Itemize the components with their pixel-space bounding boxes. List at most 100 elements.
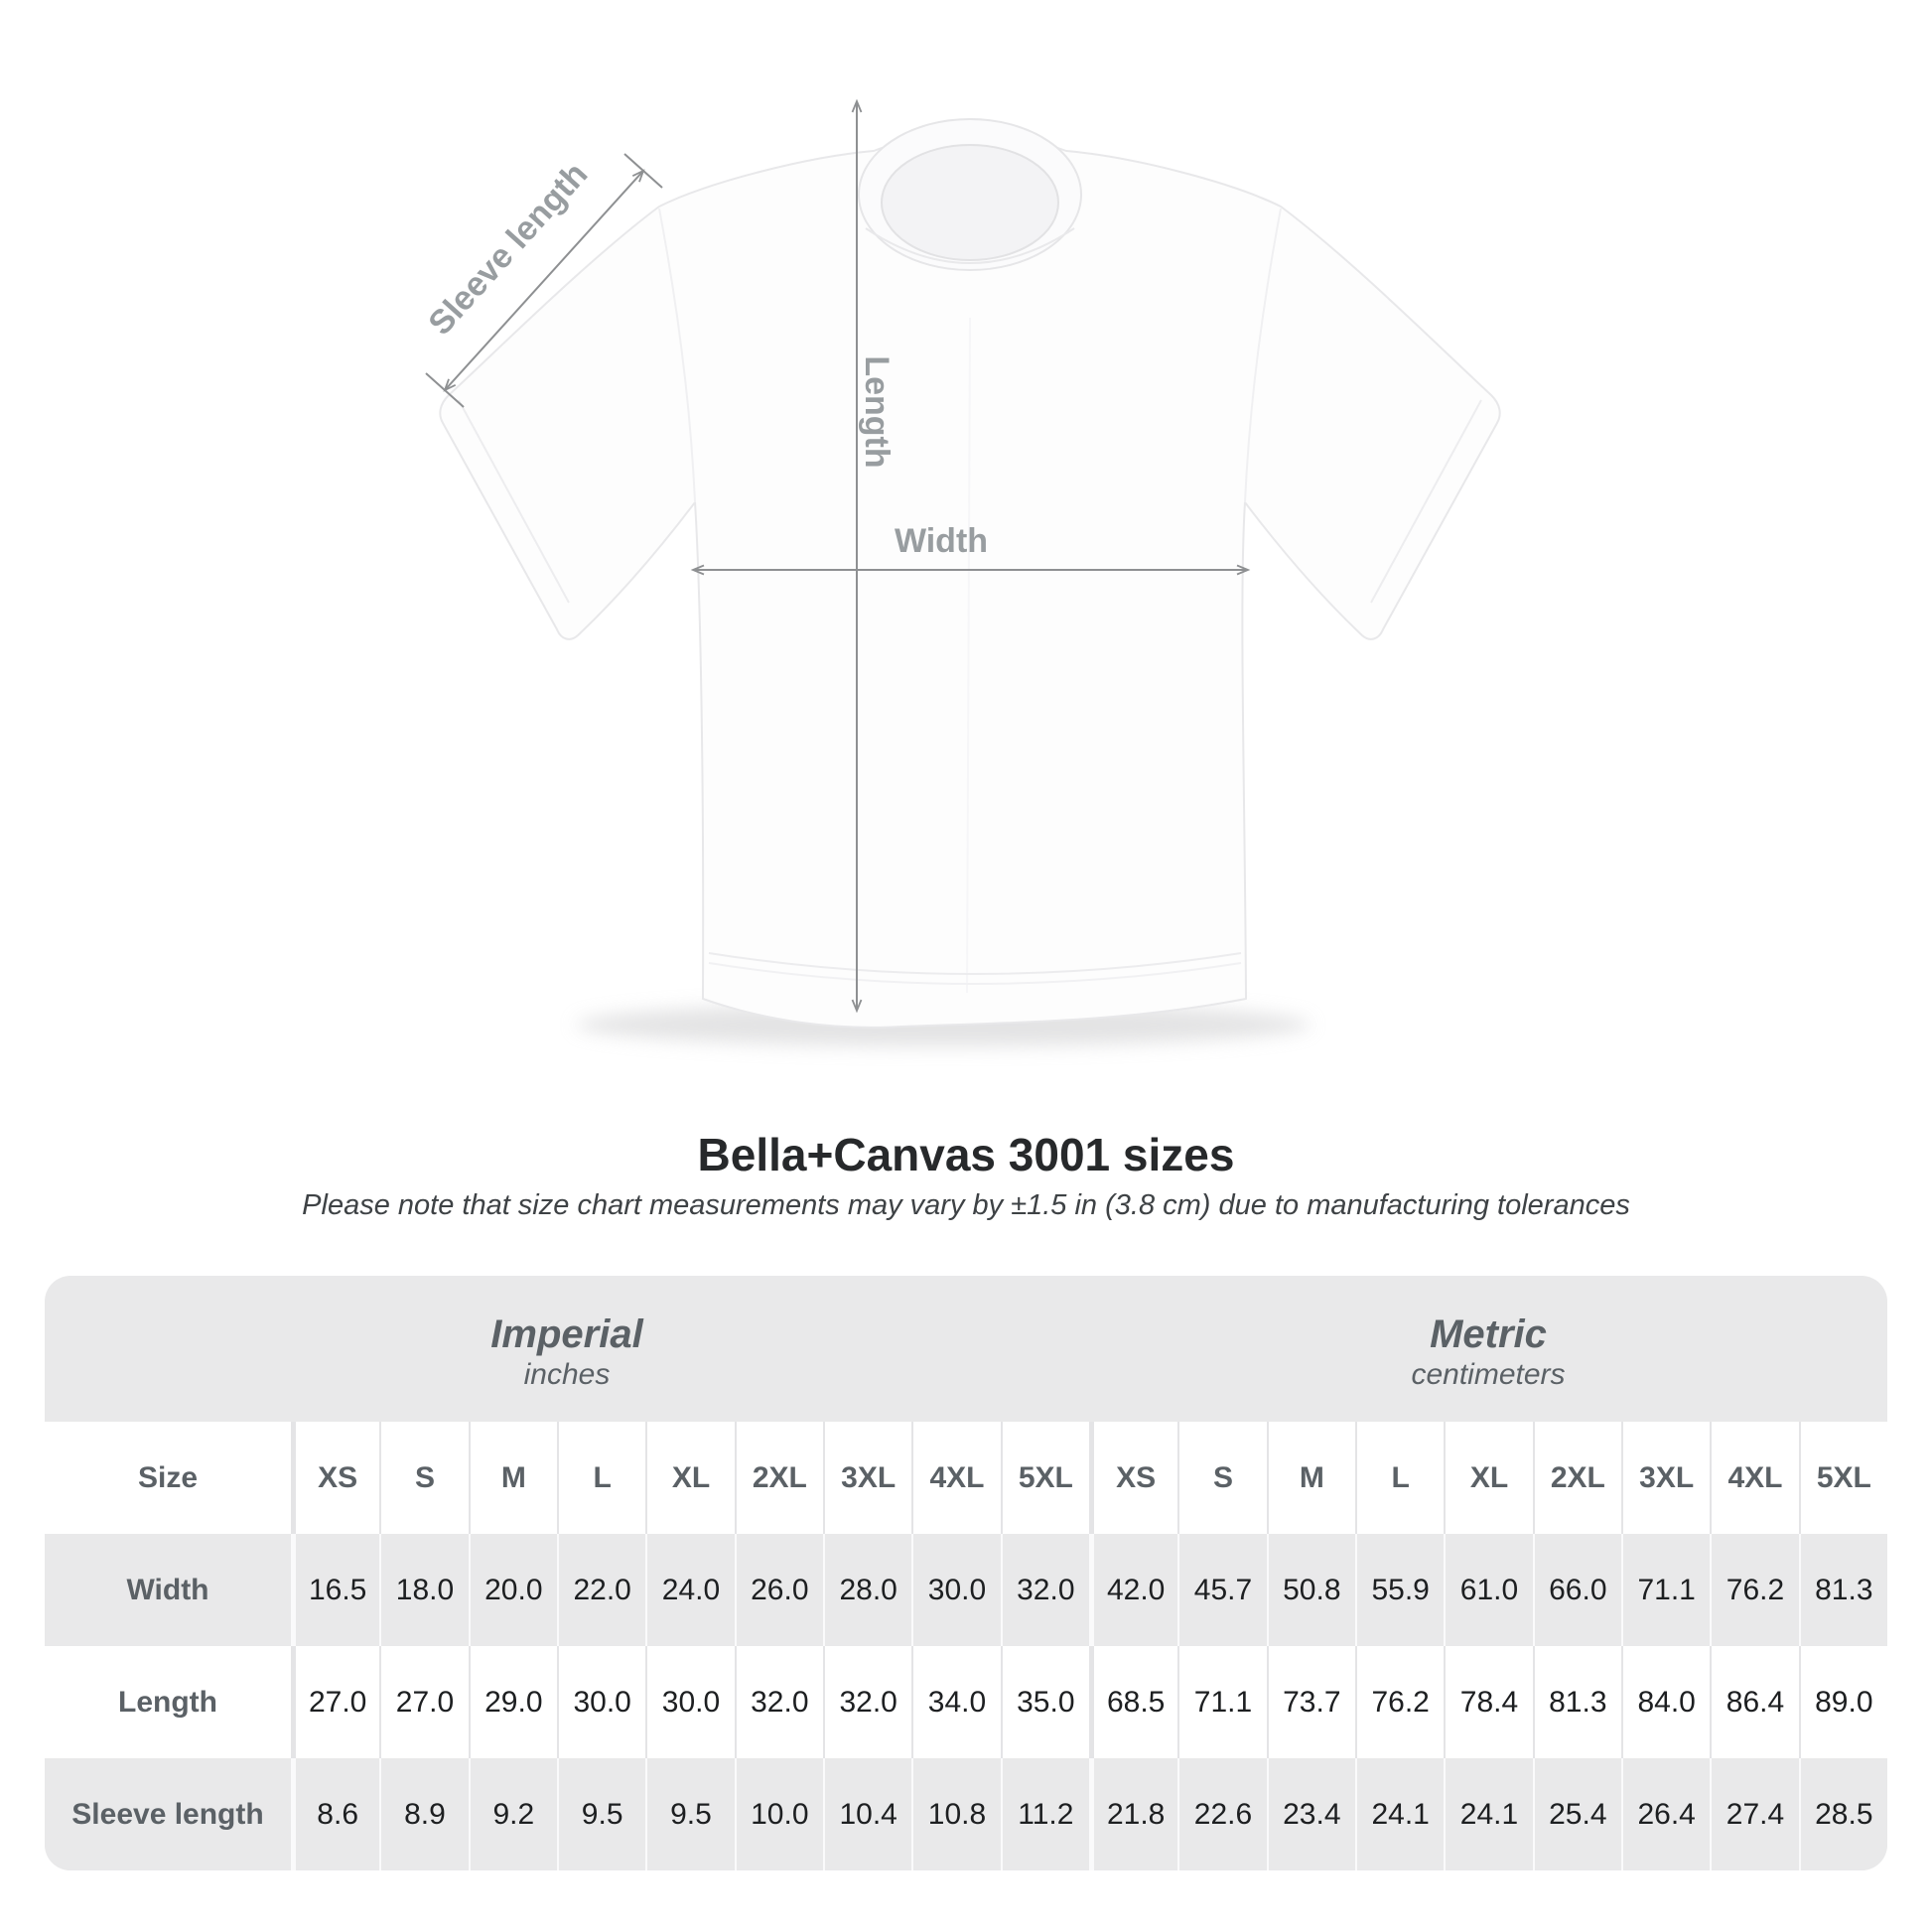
- size-column-header: M: [468, 1422, 557, 1534]
- collar-seam: [865, 227, 1075, 264]
- size-value-cell: 21.8: [1089, 1758, 1178, 1870]
- unit-section-header-imperial: Imperial inches: [45, 1276, 1089, 1422]
- row-label: Length: [45, 1646, 291, 1758]
- size-value-cell: 32.0: [1000, 1534, 1089, 1646]
- size-value-cell: 8.6: [291, 1758, 380, 1870]
- right-cuff-stitch: [1370, 399, 1482, 604]
- size-value-cell: 9.5: [557, 1758, 646, 1870]
- size-column-header: M: [1266, 1422, 1355, 1534]
- size-value-cell: 24.1: [1444, 1758, 1533, 1870]
- size-column-header: 5XL: [1798, 1422, 1887, 1534]
- size-value-cell: 55.9: [1355, 1534, 1445, 1646]
- length-label: Length: [858, 355, 896, 468]
- size-value-cell: 84.0: [1621, 1646, 1711, 1758]
- width-dimension-line: Width: [690, 522, 1251, 576]
- size-value-cell: 9.5: [645, 1758, 735, 1870]
- size-value-cell: 76.2: [1710, 1534, 1799, 1646]
- size-value-cell: 24.1: [1355, 1758, 1445, 1870]
- size-value-cell: 10.8: [911, 1758, 1001, 1870]
- size-column-header: XL: [645, 1422, 735, 1534]
- row-label: Sleeve length: [45, 1758, 291, 1870]
- center-crease: [966, 317, 971, 994]
- left-cuff-stitch: [458, 399, 570, 604]
- page-title: Bella+Canvas 3001 sizes: [697, 1129, 1235, 1180]
- size-value-cell: 25.4: [1532, 1758, 1621, 1870]
- size-value-cell: 22.6: [1177, 1758, 1267, 1870]
- size-value-cell: 32.0: [734, 1646, 823, 1758]
- size-column-header: 4XL: [1710, 1422, 1799, 1534]
- size-row-header: Size: [45, 1422, 291, 1534]
- size-value-cell: 50.8: [1266, 1534, 1355, 1646]
- hem-stitch: [708, 952, 1242, 975]
- size-value-cell: 28.0: [823, 1534, 912, 1646]
- size-value-cell: 66.0: [1532, 1534, 1621, 1646]
- size-value-cell: 34.0: [911, 1646, 1001, 1758]
- size-value-cell: 10.0: [734, 1758, 823, 1870]
- size-value-cell: 29.0: [468, 1646, 557, 1758]
- unit-name: Imperial: [490, 1311, 643, 1356]
- size-column-header: S: [379, 1422, 469, 1534]
- size-column-header: XL: [1444, 1422, 1533, 1534]
- size-chart-table: Imperial inches Metric centimeters Size XS S M L…: [45, 1276, 1887, 1870]
- size-value-cell: 45.7: [1177, 1534, 1267, 1646]
- size-value-cell: 68.5: [1089, 1646, 1178, 1758]
- size-value-cell: 18.0: [379, 1534, 469, 1646]
- unit-section-header-metric: Metric centimeters: [1089, 1276, 1887, 1422]
- size-value-cell: 42.0: [1089, 1534, 1178, 1646]
- right-armhole-seam: [1244, 207, 1282, 503]
- tshirt-silhouette: [439, 132, 1501, 1029]
- size-value-cell: 20.0: [468, 1534, 557, 1646]
- size-value-cell: 23.4: [1266, 1758, 1355, 1870]
- size-value-cell: 71.1: [1177, 1646, 1267, 1758]
- size-value-cell: 76.2: [1355, 1646, 1445, 1758]
- size-value-cell: 30.0: [645, 1646, 735, 1758]
- size-value-cell: 81.3: [1532, 1646, 1621, 1758]
- size-value-cell: 30.0: [557, 1646, 646, 1758]
- size-column-header: 5XL: [1000, 1422, 1089, 1534]
- width-label: Width: [895, 522, 988, 560]
- size-value-cell: 86.4: [1710, 1646, 1799, 1758]
- unit-subtitle: inches: [523, 1357, 611, 1391]
- size-column-header: L: [1355, 1422, 1445, 1534]
- size-column-header: 2XL: [1532, 1422, 1621, 1534]
- size-value-cell: 22.0: [557, 1534, 646, 1646]
- size-value-cell: 16.5: [291, 1534, 380, 1646]
- size-value-cell: 26.0: [734, 1534, 823, 1646]
- size-column-header: 3XL: [823, 1422, 912, 1534]
- row-label: Width: [45, 1534, 291, 1646]
- tshirt-diagram: Length Width Sleeve length: [421, 98, 1501, 1046]
- unit-subtitle: centimeters: [1411, 1357, 1566, 1391]
- size-column-header: 2XL: [734, 1422, 823, 1534]
- size-value-cell: 10.4: [823, 1758, 912, 1870]
- size-value-cell: 9.2: [468, 1758, 557, 1870]
- size-value-cell: 24.0: [645, 1534, 735, 1646]
- size-value-cell: 81.3: [1798, 1534, 1887, 1646]
- size-value-cell: 73.7: [1266, 1646, 1355, 1758]
- size-value-cell: 78.4: [1444, 1646, 1533, 1758]
- size-value-cell: 27.0: [379, 1646, 469, 1758]
- size-column-header: XS: [291, 1422, 380, 1534]
- size-value-cell: 27.0: [291, 1646, 380, 1758]
- size-value-cell: 35.0: [1000, 1646, 1089, 1758]
- hem-stitch-2: [708, 962, 1242, 985]
- size-value-cell: 26.4: [1621, 1758, 1711, 1870]
- size-column-header: S: [1177, 1422, 1267, 1534]
- size-column-header: XS: [1089, 1422, 1178, 1534]
- size-value-cell: 11.2: [1000, 1758, 1089, 1870]
- size-value-cell: 32.0: [823, 1646, 912, 1758]
- unit-name: Metric: [1430, 1311, 1547, 1356]
- size-value-cell: 61.0: [1444, 1534, 1533, 1646]
- size-value-cell: 71.1: [1621, 1534, 1711, 1646]
- size-value-cell: 27.4: [1710, 1758, 1799, 1870]
- size-column-header: 3XL: [1621, 1422, 1711, 1534]
- size-value-cell: 30.0: [911, 1534, 1001, 1646]
- size-value-cell: 28.5: [1798, 1758, 1887, 1870]
- size-note: Please note that size chart measurements…: [302, 1189, 1630, 1221]
- size-value-cell: 8.9: [379, 1758, 469, 1870]
- collar-opening: [881, 144, 1059, 261]
- length-dimension-line: Length: [851, 98, 896, 1014]
- size-column-header: 4XL: [911, 1422, 1001, 1534]
- left-armhole-seam: [658, 207, 696, 503]
- size-column-header: L: [557, 1422, 646, 1534]
